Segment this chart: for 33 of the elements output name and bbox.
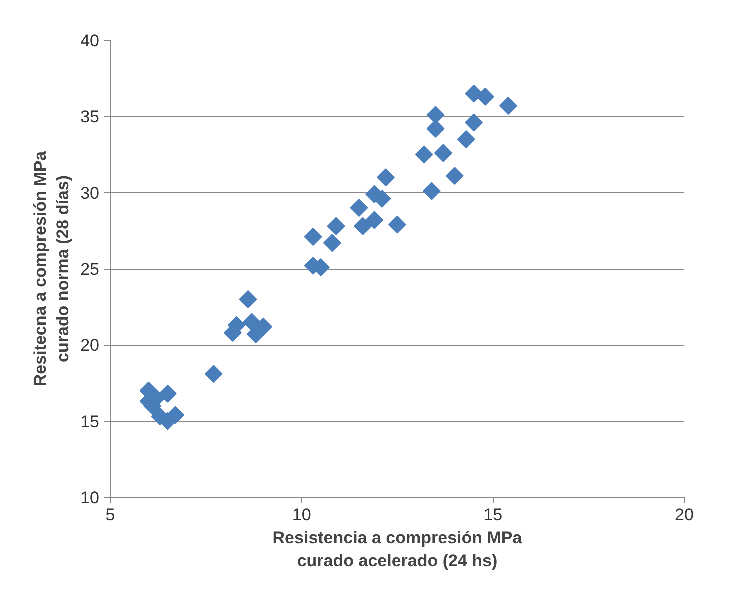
y-tick-label: 15 [80, 412, 100, 432]
point [457, 130, 476, 148]
point [366, 211, 384, 230]
point [158, 384, 177, 403]
point [204, 365, 223, 384]
point [446, 167, 464, 186]
point [476, 88, 494, 106]
point [354, 217, 372, 236]
point [499, 97, 518, 115]
point [304, 228, 322, 246]
x-tick-label: 10 [292, 506, 312, 524]
x-tick-label: 5 [106, 506, 116, 524]
point [465, 114, 484, 132]
x-axis-title: Resistencia a compresión MPa curado acelerado (24 hs) [272, 528, 523, 570]
point [422, 182, 441, 200]
y-tick-label: 40 [80, 32, 100, 50]
point [377, 168, 396, 187]
point [239, 290, 258, 308]
point [388, 216, 406, 234]
y-tick-label: 20 [80, 336, 100, 356]
y-tick-label: 30 [80, 184, 100, 203]
y-tick-label: 35 [80, 108, 100, 127]
x-tick-label: 20 [675, 506, 694, 524]
point [323, 234, 342, 252]
y-tick-label: 25 [80, 260, 100, 279]
point [327, 217, 346, 236]
point [415, 146, 434, 164]
point [350, 199, 368, 218]
y-tick-label: 10 [80, 488, 100, 508]
x-tick-label: 15 [484, 506, 503, 524]
y-axis-title: Resitecna a compresión MPa curado norma (28 días) [30, 150, 73, 387]
point [434, 144, 452, 162]
point [166, 406, 185, 424]
